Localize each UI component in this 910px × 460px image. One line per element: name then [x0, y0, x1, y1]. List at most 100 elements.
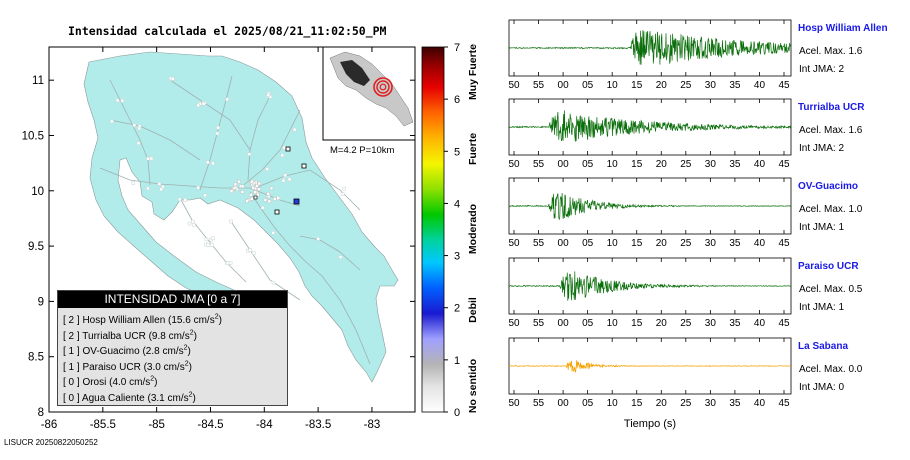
- time-tick-label: 45: [778, 159, 790, 170]
- town-marker: [206, 243, 210, 247]
- town-marker: [263, 198, 268, 202]
- station-accel: Acel. Max. 1.6: [799, 46, 863, 57]
- town-marker: [177, 197, 182, 202]
- town-marker: [110, 119, 114, 124]
- colorbar-gradient: [421, 46, 445, 413]
- legend-station: Orosi (4.0 cm/s: [82, 377, 151, 389]
- town-marker: [271, 231, 275, 235]
- time-tick-label: 35: [729, 318, 741, 329]
- town-marker: [266, 93, 270, 97]
- station-accel: Acel. Max. 0.5: [799, 284, 863, 295]
- seismogram-panels: 50 55 00 05 10 15 20 25 30 35 40 45 50 55 00 05 10 15 20 25…: [508, 19, 792, 430]
- time-tick-label: 05: [582, 80, 594, 91]
- town-marker: [257, 181, 262, 186]
- town-marker: [171, 77, 175, 81]
- station-name: OV-Guacimo: [798, 181, 859, 192]
- town-marker: [287, 177, 292, 182]
- map-y-tick-label: 10: [31, 186, 44, 198]
- legend-exp: 2: [214, 313, 219, 321]
- road-line: [239, 109, 301, 189]
- town-marker: [146, 186, 150, 191]
- footer-id: LISUCR 20250822050252: [4, 438, 98, 447]
- town-marker: [250, 179, 254, 184]
- legend-row: [ 2 ] Turrialba UCR (9.8 cm/s2): [63, 329, 197, 342]
- station-marker-hosp-william-allen: [301, 163, 307, 169]
- town-marker: [240, 184, 245, 189]
- legend-station: OV-Guacimo (2.8 cm/s: [82, 346, 184, 358]
- town-marker: [115, 98, 120, 103]
- map-x-tick-label: -85: [148, 419, 165, 431]
- town-marker: [120, 98, 125, 103]
- town-marker: [210, 236, 215, 241]
- station-name: Hosp William Allen: [798, 23, 888, 34]
- town-marker: [157, 182, 162, 186]
- waveform: [508, 30, 792, 65]
- town-marker: [281, 178, 286, 183]
- time-tick-label: 25: [680, 238, 692, 249]
- intensity-colorbar: 0 1 2 3 4 5 6 7 No sentido Debil Moderado Fuerte Mu…: [421, 42, 479, 419]
- time-tick-label: 45: [778, 80, 790, 91]
- time-tick-label: 15: [631, 80, 643, 91]
- town-marker: [267, 199, 272, 204]
- waveform: [508, 271, 792, 301]
- time-tick-label: 25: [680, 80, 692, 91]
- legend-level: [ 1 ]: [63, 346, 83, 358]
- town-marker: [211, 161, 215, 166]
- time-tick-label: 25: [680, 398, 692, 409]
- town-marker: [265, 167, 269, 171]
- road-line: [109, 79, 151, 186]
- time-axis-label: Tiempo (s): [624, 418, 676, 430]
- town-marker: [247, 152, 252, 156]
- town-marker: [233, 185, 238, 190]
- legend-row: [ 1 ] OV-Guacimo (2.8 cm/s2): [63, 344, 191, 358]
- time-tick-label: 00: [558, 398, 570, 409]
- time-tick-label: 30: [705, 159, 717, 170]
- epicenter-ring-outer: [373, 77, 393, 97]
- town-marker: [256, 192, 260, 197]
- time-tick-label: 20: [656, 398, 668, 409]
- time-tick-label: 50: [508, 80, 520, 91]
- legend-row: [ 0 ] Agua Caliente (3.1 cm/s2): [63, 391, 196, 404]
- road-line: [199, 75, 233, 191]
- seismogram-panel: 50 55 00 05 10 15 20 25 30 35 40 45: [508, 257, 792, 329]
- town-marker: [237, 179, 241, 184]
- town-marker: [255, 184, 259, 188]
- time-tick-label: 05: [582, 159, 594, 170]
- map-y-tick-label: 11: [32, 75, 44, 87]
- legend-row: [ 2 ] Hosp William Allen (15.6 cm/s2): [63, 313, 222, 326]
- town-marker: [190, 219, 195, 224]
- colorbar-tick-label: 5: [454, 146, 460, 158]
- town-marker: [266, 192, 270, 196]
- colorbar-tick-label: 0: [454, 407, 460, 419]
- town-marker: [204, 237, 209, 242]
- time-tick-label: 20: [656, 80, 668, 91]
- waveform: [508, 360, 792, 373]
- town-marker: [233, 182, 238, 187]
- colorbar-tick-label: 7: [454, 42, 460, 54]
- waveform: [509, 192, 792, 221]
- waveform: [508, 110, 792, 142]
- inset-map: M=4.2 P=10km: [322, 46, 416, 156]
- time-tick-label: 55: [533, 238, 545, 249]
- map-y-ticks: 8 8.5 9 9.5 10 10.5 11: [22, 75, 415, 419]
- town-marker: [201, 102, 206, 106]
- map-x-tick-label: -84.5: [197, 419, 223, 431]
- town-marker: [272, 197, 277, 201]
- station-marker-la-sabana: [253, 195, 258, 200]
- colorbar-label: Debil: [467, 297, 479, 323]
- inset-label: M=4.2 P=10km: [330, 145, 395, 156]
- time-tick-label: 35: [729, 159, 741, 170]
- time-tick-label: 10: [607, 318, 619, 329]
- colorbar-tick-label: 6: [454, 94, 460, 106]
- time-tick-label: 40: [754, 80, 766, 91]
- map-x-tick-label: -84: [256, 419, 273, 431]
- legend-station: Hosp William Allen (15.6 cm/s: [82, 315, 215, 326]
- map-y-tick-label: 8: [38, 407, 44, 419]
- road-line: [299, 235, 361, 271]
- town-marker: [248, 248, 252, 252]
- legend-level: [ 0 ]: [63, 392, 82, 404]
- town-marker: [316, 237, 320, 241]
- town-marker: [225, 97, 230, 102]
- town-marker: [245, 199, 249, 203]
- town-marker: [196, 103, 200, 108]
